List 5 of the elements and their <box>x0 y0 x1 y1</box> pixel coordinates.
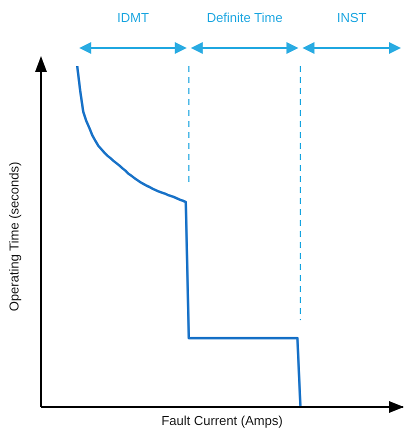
text: IDMT <box>117 10 149 25</box>
x-axis-title: Fault Current (Amps) <box>161 413 283 428</box>
text: Definite Time <box>206 10 283 25</box>
y-axis-title: Operating Time (seconds) <box>6 162 22 312</box>
text: INST <box>336 10 367 25</box>
